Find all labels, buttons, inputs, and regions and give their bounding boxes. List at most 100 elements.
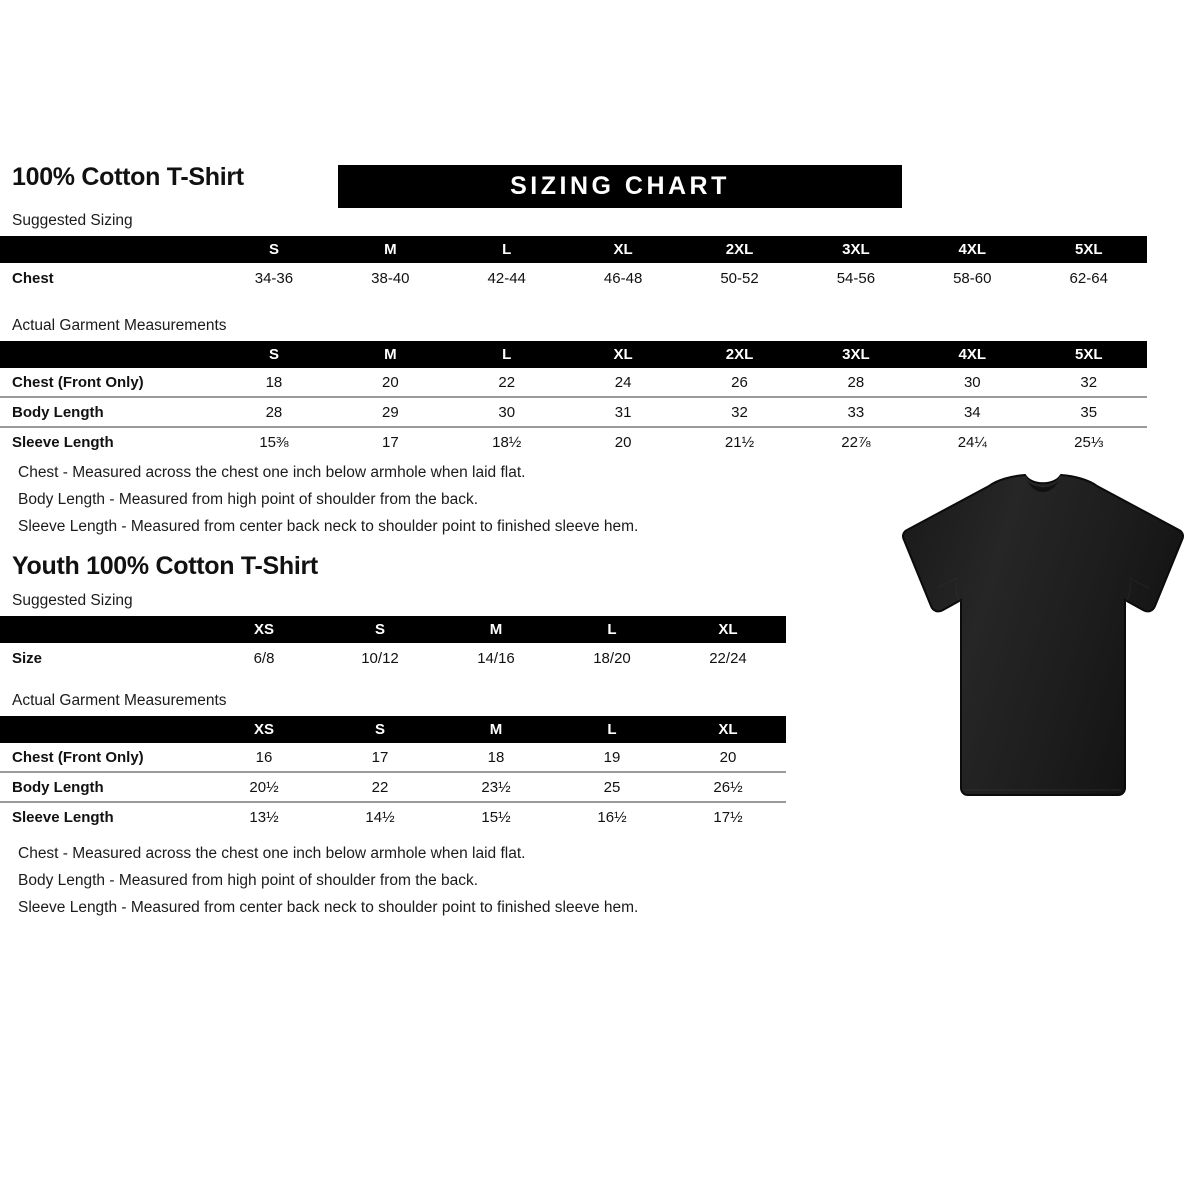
header-cell-size: L <box>502 346 512 363</box>
header-cell-size: 3XL <box>842 241 870 258</box>
table-cell: 20 <box>670 743 786 772</box>
table-row: Chest (Front Only) 16 17 18 19 20 <box>0 743 786 772</box>
t-shirt-illustration <box>902 473 1184 796</box>
note-sleeve-length: Sleeve Length - Measured from center bac… <box>18 518 639 535</box>
row-label: Sleeve Length <box>0 801 206 831</box>
table-header-row: S M L XL 2XL 3XL 4XL 5XL <box>0 341 1147 368</box>
table-cell: 42-44 <box>448 263 565 293</box>
table-cell: 33 <box>797 396 915 427</box>
header-cell-size: 2XL <box>725 346 754 363</box>
header-cell-size: XS <box>253 621 274 638</box>
banner-label: SIZING CHART <box>510 172 730 200</box>
table-cell: 18/20 <box>554 643 670 673</box>
youth-measurement-notes: Chest - Measured across the chest one in… <box>18 840 638 921</box>
header-cell-size: 2XL <box>725 241 754 258</box>
table-cell: 18 <box>215 368 333 397</box>
table-cell: 22 <box>448 368 565 397</box>
table-cell: 25 <box>554 771 670 802</box>
table-cell: 35 <box>1030 396 1147 427</box>
row-label: Body Length <box>0 771 206 802</box>
t-shirt-image <box>893 470 1193 810</box>
youth-actual-caption: Actual Garment Measurements <box>12 692 227 709</box>
table-cell: 17 <box>322 743 438 772</box>
table-header-row: XS S M L XL <box>0 716 786 743</box>
table-cell: 17½ <box>670 801 786 831</box>
youth-section-title: Youth 100% Cotton T-Shirt <box>12 552 318 580</box>
table-cell: 18 <box>438 743 554 772</box>
header-cell-size: L <box>502 241 512 258</box>
header-cell-size: 4XL <box>958 241 987 258</box>
table-cell: 24 <box>564 368 682 397</box>
table-cell: 28 <box>797 368 915 397</box>
table-header-row: XS S M L XL <box>0 616 786 643</box>
table-row: Chest 34-36 38-40 42-44 46-48 50-52 54-5… <box>0 263 1147 293</box>
header-cell-size: L <box>607 621 617 638</box>
table-cell: 17 <box>332 426 449 456</box>
header-cell-size: S <box>268 346 279 363</box>
table-cell: 13½ <box>206 801 322 831</box>
table-row: Chest (Front Only) 18 20 22 24 26 28 30 … <box>0 368 1147 397</box>
adult-suggested-caption: Suggested Sizing <box>12 212 133 229</box>
table-cell: 30 <box>914 368 1031 397</box>
table-row: Size 6/8 10/12 14/16 18/20 22/24 <box>0 643 786 673</box>
header-cell-size: XL <box>613 346 633 363</box>
table-cell: 54-56 <box>797 263 915 293</box>
header-cell-size: L <box>607 721 617 738</box>
table-row: Sleeve Length 13½ 14½ 15½ 16½ 17½ <box>0 801 786 831</box>
header-cell-size: 4XL <box>958 346 987 363</box>
header-cell-size: S <box>268 241 279 258</box>
header-cell-size: XL <box>613 241 633 258</box>
table-cell: 29 <box>332 396 449 427</box>
sizing-chart-banner: SIZING CHART <box>338 165 902 208</box>
youth-suggested-caption: Suggested Sizing <box>12 592 133 609</box>
header-cell-size: S <box>374 721 385 738</box>
header-cell-size: XS <box>253 721 274 738</box>
table-cell: 10/12 <box>322 643 438 673</box>
table-cell: 18½ <box>448 426 565 456</box>
table-cell: 16½ <box>554 801 670 831</box>
table-cell: 20 <box>564 426 682 456</box>
adult-suggested-sizing-table: S M L XL 2XL 3XL 4XL 5XL Chest 34-36 38-… <box>0 236 1147 293</box>
table-cell: 34-36 <box>215 263 333 293</box>
adult-actual-measurements-table: S M L XL 2XL 3XL 4XL 5XL Chest (Front On… <box>0 341 1147 456</box>
table-cell: 46-48 <box>564 263 682 293</box>
youth-actual-measurements-table: XS S M L XL Chest (Front Only) 16 17 18 … <box>0 716 786 831</box>
note-sleeve-length: Sleeve Length - Measured from center bac… <box>18 899 639 916</box>
header-cell-size: M <box>489 621 503 638</box>
header-cell-size: S <box>374 621 385 638</box>
table-row: Sleeve Length 15⅜ 17 18½ 20 21½ 22⅞ 24¼ … <box>0 426 1147 456</box>
header-cell-blank <box>0 616 206 643</box>
row-label: Size <box>0 643 206 673</box>
table-cell: 62-64 <box>1030 263 1147 293</box>
table-cell: 31 <box>564 396 682 427</box>
table-cell: 14½ <box>322 801 438 831</box>
table-cell: 22⅞ <box>797 426 915 456</box>
row-label: Sleeve Length <box>0 426 216 456</box>
row-label: Chest <box>0 263 216 293</box>
table-row: Body Length 28 29 30 31 32 33 34 35 <box>0 396 1147 427</box>
table-cell: 21½ <box>681 426 798 456</box>
header-cell-blank <box>0 716 206 743</box>
table-cell: 32 <box>681 396 798 427</box>
page-title: 100% Cotton T-Shirt <box>12 163 244 191</box>
table-cell: 24¼ <box>914 426 1031 456</box>
table-row: Body Length 20½ 22 23½ 25 26½ <box>0 771 786 802</box>
table-cell: 28 <box>215 396 333 427</box>
header-cell-size: 5XL <box>1074 241 1103 258</box>
header-cell-size: M <box>384 346 397 363</box>
table-cell: 34 <box>914 396 1031 427</box>
table-cell: 26½ <box>670 771 786 802</box>
header-cell-size: M <box>489 721 503 738</box>
table-cell: 19 <box>554 743 670 772</box>
adult-measurement-notes: Chest - Measured across the chest one in… <box>18 459 638 540</box>
header-cell-size: XL <box>718 721 738 738</box>
table-cell: 14/16 <box>438 643 554 673</box>
row-label: Chest (Front Only) <box>0 743 206 772</box>
header-cell-blank <box>0 341 216 368</box>
table-cell: 38-40 <box>332 263 449 293</box>
note-chest: Chest - Measured across the chest one in… <box>18 845 526 862</box>
table-cell: 6/8 <box>206 643 322 673</box>
table-cell: 20½ <box>206 771 322 802</box>
table-cell: 30 <box>448 396 565 427</box>
